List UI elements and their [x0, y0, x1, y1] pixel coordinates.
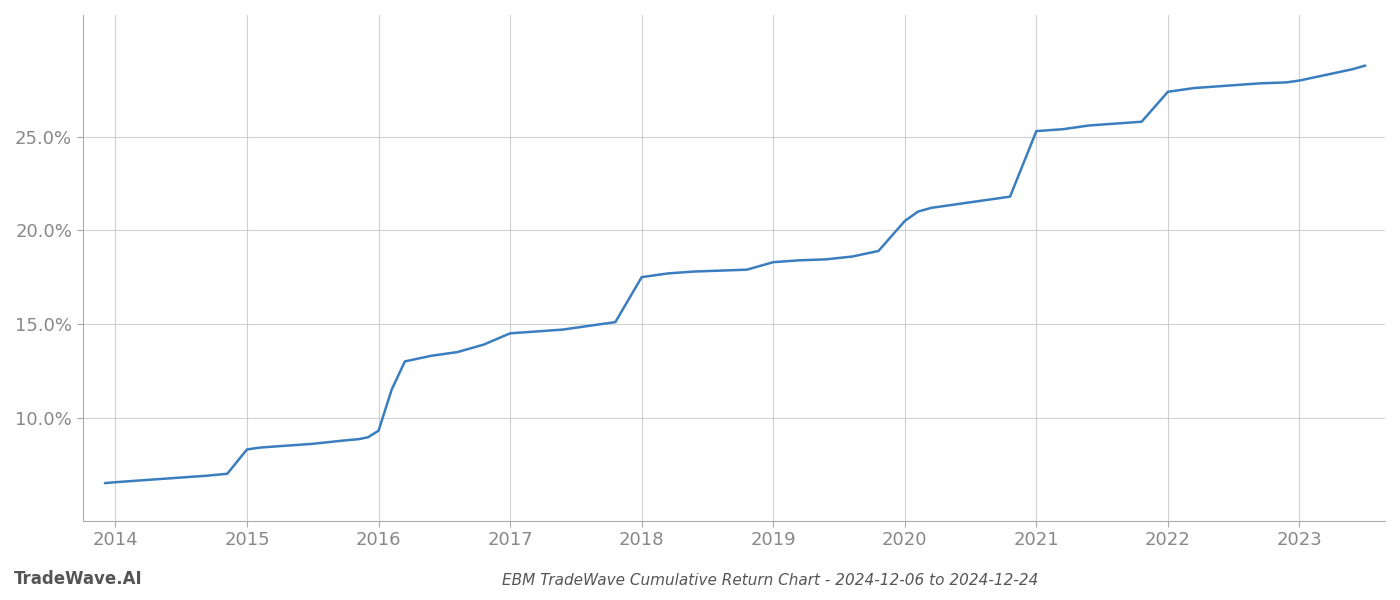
Text: TradeWave.AI: TradeWave.AI [14, 570, 143, 588]
Text: EBM TradeWave Cumulative Return Chart - 2024-12-06 to 2024-12-24: EBM TradeWave Cumulative Return Chart - … [501, 573, 1039, 588]
